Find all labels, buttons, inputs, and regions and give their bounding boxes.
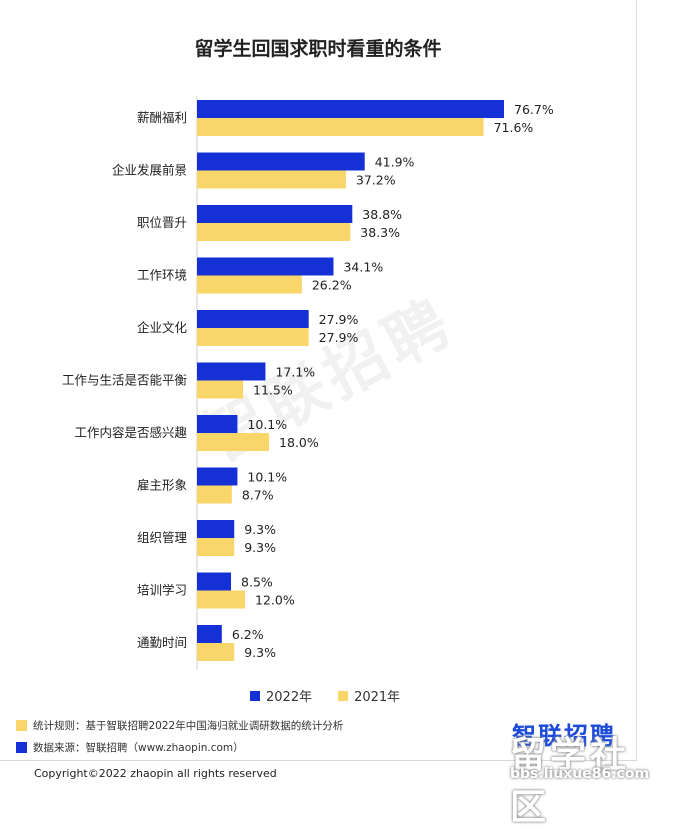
chart-title: 留学生回国求职时看重的条件 [194, 38, 442, 60]
category-10-label: 通勤时间 [137, 635, 187, 650]
legend-swatch-2021 [338, 690, 349, 701]
bar-2021-8-value-label: 9.3% [244, 540, 276, 555]
bar-2022-4-value-label: 27.9% [319, 312, 359, 327]
bar-2021-0-value-label: 71.6% [494, 120, 534, 135]
category-6-label: 工作内容是否感兴趣 [74, 425, 187, 440]
bar-2022-8 [197, 520, 235, 538]
category-3-label: 工作环境 [137, 268, 187, 283]
legend: 2022年 2021年 [250, 686, 400, 705]
category-5-label: 工作与生活是否能平衡 [62, 373, 187, 388]
bar-2021-2 [197, 223, 351, 241]
bar-2021-4 [197, 328, 309, 346]
bar-2022-1-value-label: 41.9% [375, 155, 415, 170]
legend-label-2022: 2022年 [266, 690, 313, 705]
bar-2022-2 [197, 205, 353, 223]
category-4-label: 企业文化 [137, 320, 188, 335]
bar-2021-7-value-label: 8.7% [242, 488, 274, 503]
bar-2021-4-value-label: 27.9% [319, 330, 359, 345]
bar-2021-8 [197, 538, 235, 556]
note-statistics-rule-text: 统计规则：基于智联招聘2022年中国海归就业调研数据的统计分析 [33, 720, 344, 732]
note-data-source-text: 数据来源：智联招聘（www.zhaopin.com） [33, 742, 244, 754]
bar-2022-7 [197, 467, 238, 486]
category-8-label: 组织管理 [137, 530, 188, 545]
bar-2021-3-value-label: 26.2% [312, 278, 352, 293]
site-watermark-url: bbs.liuxue86.com [510, 766, 650, 782]
bar-2021-9-value-label: 12.0% [255, 593, 295, 608]
legend-item-2021: 2021年 [338, 686, 400, 705]
bar-chart: 薪酬福利 76.7% 71.6% 企业发展前景 41.9% 37.2% 职位晋升 38.8% 3… [62, 96, 554, 670]
legend-swatch-2022 [250, 690, 260, 701]
copyright: Copyright©2022 zhaopin all rights reserv… [34, 767, 277, 780]
bar-2022-3-value-label: 34.1% [343, 260, 383, 275]
category-9-label: 培训学习 [137, 583, 187, 598]
bar-2021-5-value-label: 11.5% [253, 383, 293, 398]
bar-2022-4 [197, 310, 309, 328]
bar-2021-1 [197, 170, 346, 189]
bar-2022-3 [197, 257, 334, 276]
bar-2022-8-value-label: 9.3% [244, 522, 276, 537]
bar-2022-10 [197, 625, 222, 643]
bar-2021-9 [197, 590, 246, 609]
bar-2022-6-value-label: 10.1% [247, 417, 287, 432]
bar-2022-2-value-label: 38.8% [362, 207, 402, 222]
category-0-label: 薪酬福利 [137, 110, 187, 125]
bar-2021-10 [197, 643, 235, 661]
category-7-label: 雇主形象 [137, 478, 187, 493]
bar-2022-10-value-label: 6.2% [232, 627, 264, 642]
zhaopin-logo: 智联招聘 [512, 722, 616, 750]
note-swatch-blue [16, 742, 27, 753]
bar-2021-2-value-label: 38.3% [360, 225, 400, 240]
bar-2021-5 [197, 380, 244, 399]
category-1-label: 企业发展前景 [112, 163, 187, 178]
bar-2022-6 [197, 415, 238, 433]
bar-2021-6-value-label: 18.0% [279, 435, 319, 450]
bar-2021-0 [197, 118, 484, 136]
bar-2022-5-value-label: 17.1% [275, 365, 315, 380]
note-statistics-rule: 统计规则：基于智联招聘2022年中国海归就业调研数据的统计分析 [16, 718, 343, 733]
bar-2021-6 [197, 433, 270, 451]
category-2-label: 职位晋升 [137, 215, 187, 230]
bar-2021-3 [197, 275, 302, 294]
bar-2022-9 [197, 572, 232, 591]
legend-item-2022: 2022年 [250, 686, 312, 705]
bar-2022-9-value-label: 8.5% [241, 575, 273, 590]
bar-2021-10-value-label: 9.3% [244, 645, 276, 660]
bar-2022-7-value-label: 10.1% [247, 470, 287, 485]
bar-2022-1 [197, 152, 365, 171]
bar-2022-0-value-label: 76.7% [514, 102, 554, 117]
bar-2022-0 [197, 100, 504, 118]
legend-label-2021: 2021年 [354, 690, 401, 705]
note-swatch-yellow [16, 720, 27, 731]
chart-card: 留学生回国求职时看重的条件 智联招聘 [0, 0, 637, 761]
bar-2021-7 [197, 485, 232, 504]
site-watermark: 留学社区 bbs.liuxue86.com [504, 724, 664, 828]
note-data-source: 数据来源：智联招聘（www.zhaopin.com） [16, 740, 244, 755]
bar-2022-5 [197, 362, 266, 381]
bar-2021-1-value-label: 37.2% [356, 173, 396, 188]
